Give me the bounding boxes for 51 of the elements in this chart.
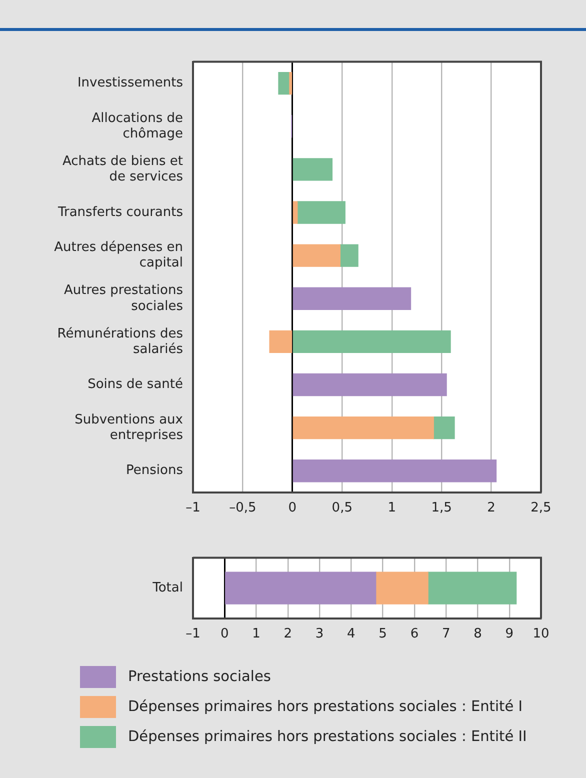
y-tick-label: Soins de santé	[88, 377, 183, 392]
bar	[289, 72, 292, 95]
x-tick-label: 1	[388, 500, 396, 516]
bar	[292, 330, 451, 354]
bar	[297, 201, 346, 224]
y-tick-label: Allocations de chômage	[92, 110, 183, 142]
bar	[269, 330, 292, 354]
y-tick-label: Autres dépenses en capital	[54, 240, 183, 271]
x-tick-label: –1	[186, 500, 200, 516]
bar	[292, 158, 333, 181]
bar	[292, 460, 497, 482]
y-tick-label: Autres prestations sociales	[64, 283, 184, 314]
x-tick-label: 2,5	[530, 500, 552, 516]
x-tick-label: 7	[442, 626, 450, 642]
x-tick-label: –1	[186, 626, 200, 642]
x-tick-label: 2	[284, 626, 292, 642]
legend-label: Dépenses primaires hors prestations sociales : Entité II	[128, 729, 527, 745]
y-tick-label: Pensions	[126, 463, 184, 478]
x-tick-label: 8	[474, 626, 482, 642]
bar	[433, 416, 455, 440]
bar	[292, 416, 434, 440]
y-tick-label: Rémunérations des salariés	[57, 326, 184, 357]
x-tick-label: 6	[410, 626, 419, 642]
x-tick-label: 3	[315, 626, 324, 642]
bar	[292, 201, 298, 224]
y-tick-label: Subventions aux entreprises	[74, 412, 184, 443]
x-tick-label: –0,5	[229, 500, 256, 516]
y-tick-label: Investissements	[77, 76, 184, 91]
bar	[376, 572, 428, 604]
x-tick-label: 0,5	[332, 500, 352, 516]
y-tick-label: Total	[152, 580, 183, 596]
x-tick-label: 1,5	[431, 500, 452, 516]
bar	[428, 572, 517, 604]
legend-label: Dépenses primaires hors prestations sociales : Entité I	[128, 699, 522, 715]
bar	[278, 72, 290, 95]
x-tick-label: 5	[378, 626, 387, 642]
y-tick-label: Transferts courants	[56, 204, 184, 220]
x-tick-label: 2	[487, 500, 496, 516]
x-tick-label: 0	[220, 626, 229, 642]
x-tick-label: 0	[288, 500, 297, 516]
bar	[292, 373, 447, 396]
x-tick-label: 9	[505, 626, 514, 642]
x-tick-label: 10	[532, 626, 550, 642]
x-tick-label: 1	[252, 626, 260, 642]
x-tick-label: 4	[347, 626, 356, 642]
bar	[225, 572, 376, 604]
bar	[340, 244, 358, 267]
y-tick-label: Achats de biens et de services	[62, 154, 184, 185]
bar	[292, 244, 340, 267]
bar	[292, 287, 412, 310]
legend-label: Prestations sociales	[128, 669, 271, 685]
